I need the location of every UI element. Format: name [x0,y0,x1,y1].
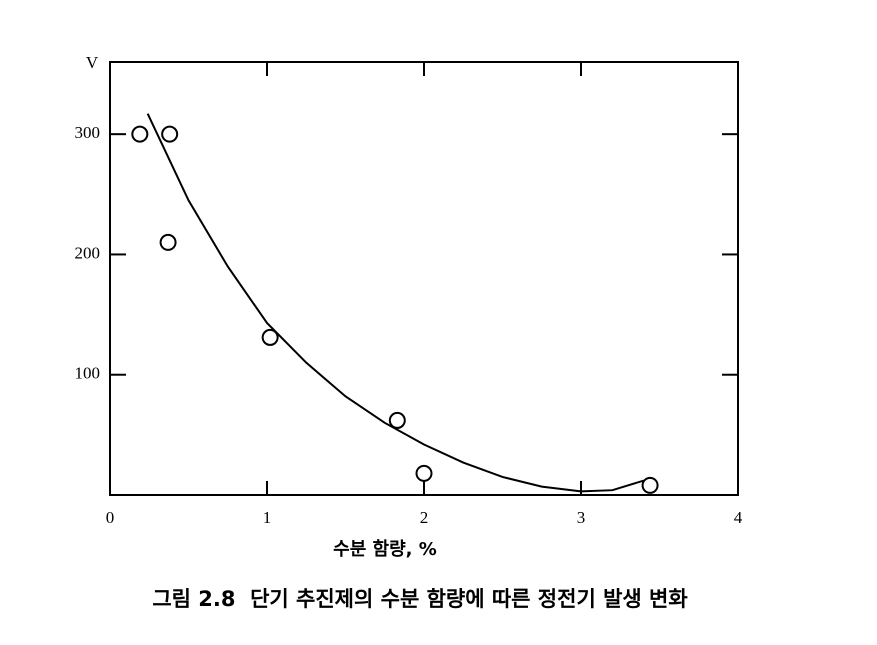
y-axis-label: V [86,53,99,72]
y-tick-label: 100 [75,364,101,383]
fit-curve [146,113,645,493]
plot-frame [109,61,739,496]
x-axis-label: 수분 함량, % [333,538,437,560]
data-point [159,233,177,251]
data-point [415,464,433,482]
x-tick-label: 4 [734,508,743,527]
caption: 그림 2.8 단기 추진제의 수분 함량에 따른 정전기 발생 변화 [152,587,688,611]
data-point [131,125,149,143]
x-tick-label: 1 [263,508,272,527]
x-tick-label: 0 [106,508,115,527]
data-point [261,328,279,346]
data-point [641,476,659,494]
data-point [161,125,179,143]
x-tick-label: 3 [577,508,586,527]
y-tick-label: 200 [75,243,101,262]
data-point [388,411,406,429]
y-tick-label: 300 [75,123,101,142]
x-tick-label: 2 [420,508,429,527]
